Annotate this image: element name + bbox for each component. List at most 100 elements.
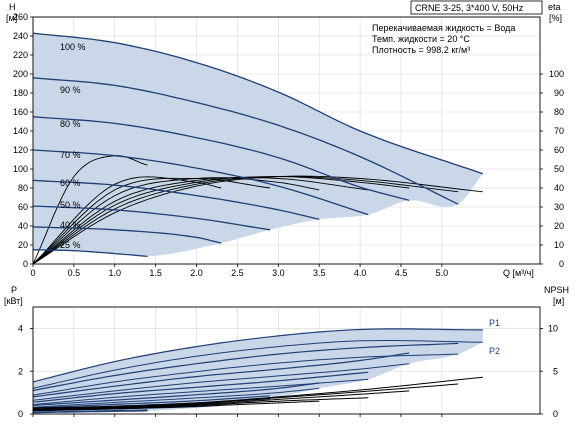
qh-xtick-label-2: 1.0	[109, 268, 122, 278]
qh-ytick-label-3: 60	[18, 202, 28, 212]
qh-speed-label-2: 80 %	[60, 119, 81, 129]
qh-ytick-label-4: 80	[18, 183, 28, 193]
qh-efficiency-curve-40	[32, 176, 222, 265]
power-p2-curve-100	[32, 340, 483, 389]
qh-ylabel-left-1: H	[9, 2, 16, 12]
power-npsh-curve-100	[32, 376, 483, 409]
power-p2-curve-60	[32, 387, 320, 408]
qh-ytick-label-0: 0	[23, 259, 28, 269]
power-ylabel-left-2: [кВт]	[4, 296, 23, 306]
qh-ytick-label-5: 100	[13, 164, 28, 174]
power-label-p2: P2	[489, 346, 500, 356]
qh-annotation-3: Плотность = 998.2 кг/м³	[372, 45, 470, 55]
qh-speed-label-4: 60 %	[60, 178, 81, 188]
qh-ytick-right-label-7: 70	[554, 126, 564, 136]
power-ytick-right-label-2: 10	[548, 324, 558, 334]
power-p1-curve-90	[32, 342, 459, 392]
qh-ytick-label-6: 120	[13, 145, 28, 155]
qh-speed-label-6: 40 %	[60, 220, 81, 230]
qh-xtick-label-7: 3.5	[313, 268, 326, 278]
qh-speed-label-0: 100 %	[60, 42, 86, 52]
qh-ytick-label-13: 260	[13, 12, 28, 22]
qh-ytick-right-label-2: 20	[554, 221, 564, 231]
qh-ytick-label-8: 160	[13, 107, 28, 117]
qh-ytick-label-12: 240	[13, 31, 28, 41]
qh-head-curve-25	[33, 249, 148, 258]
qh-xtick-label-4: 2.0	[190, 268, 203, 278]
qh-ytick-label-10: 200	[13, 69, 28, 79]
qh-head-curve-70	[32, 149, 369, 216]
qh-xtick-label-5: 2.5	[231, 268, 244, 278]
qh-ytick-right-label-6: 60	[554, 145, 564, 155]
power-plot-frame	[32, 306, 541, 415]
qh-efficiency-curve-70	[32, 177, 369, 265]
power-p1-curve-70	[32, 371, 369, 403]
qh-ytick-label-7: 140	[13, 126, 28, 136]
power-p2-curve-90	[32, 353, 459, 396]
power-p2-curve-80	[32, 363, 410, 401]
power-p1-curve-60	[32, 382, 320, 406]
qh-head-curve-50	[32, 205, 271, 231]
qh-ylabel-right-1: eta	[548, 2, 561, 12]
power-label-p1: P1	[489, 318, 500, 328]
power-p1-curve-100	[32, 328, 483, 383]
qh-head-curve-100	[32, 32, 484, 175]
qh-speed-label-1: 90 %	[60, 85, 81, 95]
qh-title-box	[410, 0, 543, 15]
qh-ylabel-left-2: [м]	[6, 13, 17, 23]
qh-speed-label-3: 70 %	[60, 150, 81, 160]
qh-axes: 0 20 40 60 80 100 120 140 160 180 200 220 240 260 0 10 2…	[13, 12, 564, 278]
power-ytick-label-0: 0	[18, 409, 23, 419]
power-p1-curve-80	[32, 352, 410, 398]
power-curves	[32, 328, 483, 414]
qh-ytick-label-9: 180	[13, 88, 28, 98]
power-ylabel-right-2: [м]	[553, 296, 564, 306]
qh-xtick-label-1: 0.5	[68, 268, 81, 278]
power-npsh-curve-60	[32, 400, 320, 412]
qh-head-curve-40	[32, 226, 222, 244]
qh-ytick-right-label-1: 10	[554, 240, 564, 250]
qh-ytick-right-label-5: 50	[554, 164, 564, 174]
qh-xtick-label-0: 0	[30, 268, 35, 278]
qh-ylabel-right-2: [%]	[549, 13, 562, 23]
qh-ytick-right-label-8: 80	[554, 107, 564, 117]
power-ytick-right-label-0: 0	[553, 409, 558, 419]
qh-xtick-label-9: 4.5	[395, 268, 408, 278]
qh-title: CRNE 3-25, 3*400 V, 50Hz	[415, 3, 524, 13]
qh-plot-frame	[32, 16, 541, 265]
qh-speed-label-7: 25 %	[60, 240, 81, 250]
qh-ytick-label-11: 220	[13, 50, 28, 60]
qh-ytick-right-label-10: 100	[549, 69, 564, 79]
power-axes: 0 2 4 0 5 10	[18, 306, 558, 419]
qh-efficiency-curve-100	[32, 175, 483, 265]
power-ytick-label-1: 2	[18, 366, 23, 376]
qh-speed-label-5: 50 %	[60, 200, 81, 210]
qh-xtick-label-8: 4.0	[354, 268, 367, 278]
qh-ytick-right-label-4: 40	[554, 183, 564, 193]
qh-head-curve-60	[32, 179, 320, 220]
qh-ytick-label-2: 40	[18, 221, 28, 231]
qh-ytick-right-label-3: 30	[554, 202, 564, 212]
qh-annotation-2: Темп. жидкости = 20 °C	[372, 34, 470, 44]
qh-head-curve-90	[32, 77, 459, 205]
qh-annotation-1: Перекачиваемая жидкость = Вода	[372, 23, 515, 33]
qh-xtick-label-6: 3.0	[272, 268, 285, 278]
power-ytick-label-2: 4	[18, 324, 23, 334]
power-npsh-curve-90	[32, 383, 459, 410]
power-ylabel-right-1: NPSH	[544, 285, 569, 295]
qh-xtick-label-3: 1.5	[149, 268, 162, 278]
power-ytick-right-label-1: 5	[553, 366, 558, 376]
qh-efficiency-curve-50	[32, 177, 271, 265]
qh-curves: 100 % 90 % 80 % 70 % 60 % 50 % 40 % 25 %	[32, 32, 484, 265]
power-p2-curve-70	[32, 378, 369, 406]
qh-head-curve-80	[32, 116, 410, 202]
qh-ytick-right-label-9: 90	[554, 88, 564, 98]
power-ylabel-left-1: P	[11, 285, 17, 295]
qh-ytick-right-label-0: 0	[559, 259, 564, 269]
qh-efficiency-curve-25	[32, 155, 148, 265]
qh-xlabel: Q [м³/ч]	[503, 268, 534, 278]
power-p1-curve-50	[32, 395, 271, 409]
qh-xtick-label-10: 5.0	[436, 268, 449, 278]
